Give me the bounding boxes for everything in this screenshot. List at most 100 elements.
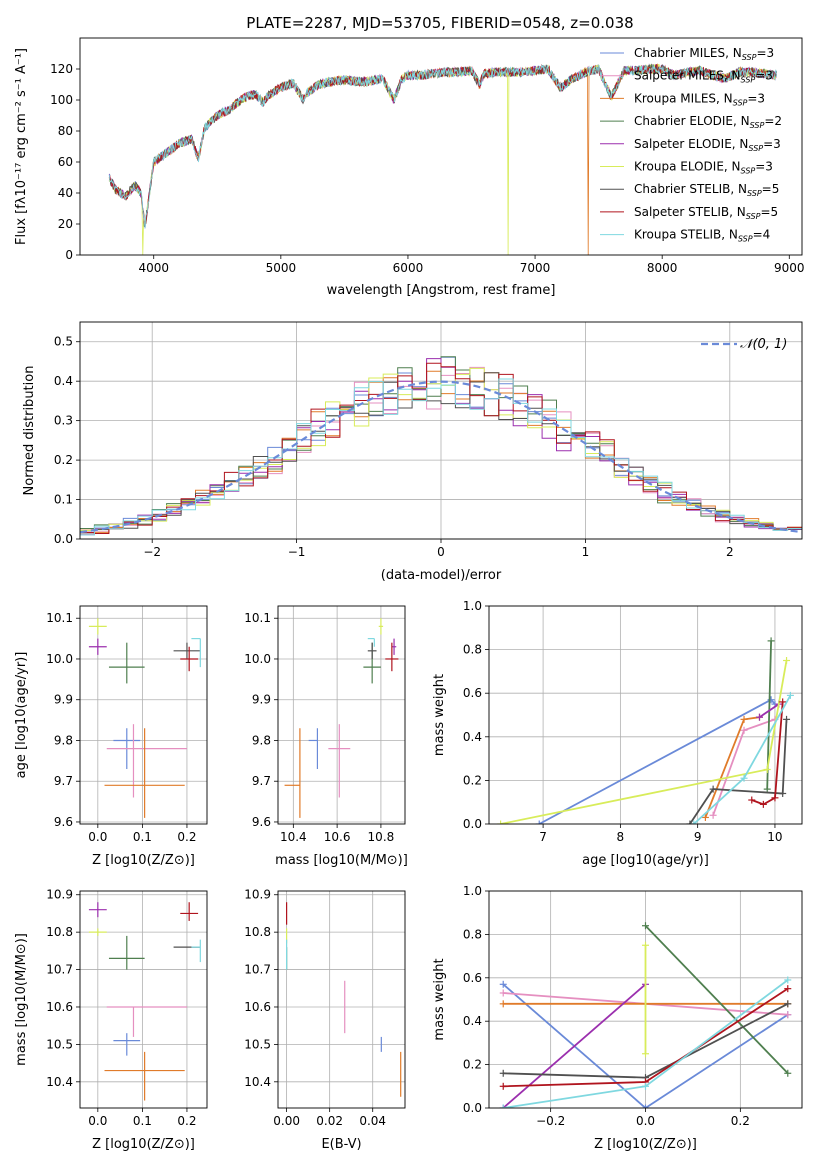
y-tick-label: 120	[50, 62, 73, 76]
axes-frame	[277, 890, 406, 1109]
x-tick-label: 10	[767, 830, 782, 844]
y-tick-label: 80	[58, 124, 73, 138]
weight-line	[644, 925, 789, 1074]
x-tick-label: 0.0	[88, 1114, 107, 1128]
y-tick-label: 10.9	[46, 888, 73, 902]
x-axis-label: Z [log10(Z/Z⊙)]	[92, 853, 195, 868]
legend-subscript: SSP	[746, 212, 761, 221]
x-tick-label: 0.2	[177, 1114, 196, 1128]
y-tick-label: 0.8	[463, 643, 482, 657]
legend-subscript: SSP	[748, 144, 763, 153]
legend-subscript: SSP	[747, 189, 762, 198]
x-tick-label: −0.2	[536, 1114, 565, 1128]
legend-label: Kroupa STELIB, NSSP=4	[634, 228, 770, 244]
y-tick-label: 10.7	[244, 963, 271, 977]
x-axis-label: E(B-V)	[321, 1137, 361, 1152]
axes-frame	[488, 605, 803, 825]
histogram-series	[80, 362, 802, 539]
x-tick-label: 9000	[774, 261, 805, 275]
y-tick-label: 10.5	[244, 1037, 271, 1051]
normal-curve	[80, 380, 802, 534]
y-tick-label: 1.0	[463, 884, 482, 898]
y-tick-label: 0.5	[54, 335, 73, 349]
y-tick-label: 10.6	[46, 1000, 73, 1014]
weight-line	[538, 698, 776, 824]
y-tick-label: 10.0	[244, 652, 271, 666]
x-tick-label: 2	[726, 545, 734, 559]
y-tick-label: 10.1	[46, 611, 73, 625]
legend-subscript: SSP	[738, 235, 753, 244]
legend-subscript: SSP	[733, 98, 748, 107]
x-tick-label: 6000	[393, 261, 424, 275]
legend-value: =4	[753, 228, 771, 242]
x-tick-label: 4000	[138, 261, 169, 275]
axes-frame	[79, 37, 803, 256]
mass-vs-extinction-panel: 0.00 0.02 0.04 10.4 10.5 10.6 10.7 10.8 10.9 E(B-…	[244, 888, 406, 1152]
x-tick-label: 8000	[647, 261, 678, 275]
x-tick-label: 0.2	[177, 830, 196, 844]
y-tick-label: 40	[58, 186, 73, 200]
spectrum-line	[108, 64, 777, 229]
figure-title: PLATE=2287, MJD=53705, FIBERID=0548, z=0…	[246, 14, 633, 32]
y-axis-label: Normed distribution	[22, 366, 37, 496]
weight-vs-age-panel: 7 8 9 10 0.0 0.2 0.4 0.6 0.8 1.0 age [log10(age/yr…	[432, 599, 803, 868]
x-tick-label: 5000	[266, 261, 297, 275]
y-tick-label: 9.8	[54, 733, 73, 747]
weight-line	[502, 983, 789, 1108]
y-tick-label: 9.7	[54, 774, 73, 788]
y-tick-label: 0.0	[463, 817, 482, 831]
x-tick-label: 0.02	[316, 1114, 343, 1128]
y-tick-label: 0.3	[54, 414, 73, 428]
weight-line	[758, 703, 780, 718]
x-tick-label: 0.0	[636, 1114, 655, 1128]
y-tick-label: 0.2	[463, 1058, 482, 1072]
legend-label: Chabrier STELIB, NSSP=5	[634, 182, 779, 198]
legend-value: =3	[755, 160, 773, 174]
y-tick-label: 9.6	[252, 815, 271, 829]
x-tick-label: 0.2	[731, 1114, 750, 1128]
weight-line	[712, 718, 776, 816]
legend-label: Chabrier ELODIE, NSSP=2	[634, 114, 782, 130]
legend-value: =3	[747, 91, 765, 105]
y-tick-label: 10.1	[244, 611, 271, 625]
y-tick-label: 1.0	[463, 599, 482, 613]
x-tick-label: 7	[539, 830, 547, 844]
y-tick-label: 0.8	[463, 927, 482, 941]
x-axis-label: wavelength [Angstrom, rest frame]	[327, 283, 556, 298]
legend-subscript: SSP	[741, 76, 756, 85]
y-tick-label: 10.5	[46, 1037, 73, 1051]
x-axis-label: Z [log10(Z/Z⊙)]	[594, 1137, 697, 1152]
x-tick-label: −1	[288, 545, 306, 559]
y-tick-label: 10.4	[46, 1075, 73, 1089]
y-tick-label: 9.6	[54, 815, 73, 829]
mass-vs-metallicity-panel: 0.0 0.1 0.2 10.4 10.5 10.6 10.7 10.8 10.9 Z [log1…	[14, 888, 208, 1152]
age-vs-mass-panel: 10.4 10.6 10.8 9.6 9.7 9.8 9.9 10.0 10.1 mass [lo…	[244, 605, 408, 868]
y-tick-label: 0.4	[54, 374, 73, 388]
spectrum-panel: 4000 5000 6000 7000 8000 9000 0 20 40 60 80 100 120 w…	[14, 37, 805, 298]
y-tick-label: 9.9	[252, 693, 271, 707]
x-tick-label: −2	[143, 545, 161, 559]
x-tick-label: 9	[694, 830, 702, 844]
y-tick-label: 0.4	[463, 1014, 482, 1028]
legend-value: =3	[763, 137, 781, 151]
y-tick-label: 0.6	[463, 971, 482, 985]
axes-frame	[79, 605, 208, 825]
x-tick-label: 0.0	[88, 830, 107, 844]
weight-line	[751, 701, 784, 806]
x-tick-label: 0.1	[133, 830, 152, 844]
y-tick-label: 0.0	[463, 1101, 482, 1115]
x-axis-label: Z [log10(Z/Z⊙)]	[92, 1137, 195, 1152]
legend-value: =3	[755, 69, 773, 83]
legend-subscript: SSP	[750, 121, 765, 130]
legend-label: Kroupa MILES, NSSP=3	[634, 91, 765, 107]
axes-frame	[277, 605, 406, 825]
y-tick-label: 20	[58, 217, 73, 231]
y-tick-label: 0.0	[54, 532, 73, 546]
x-tick-label: 8	[617, 830, 625, 844]
legend-label: Kroupa ELODIE, NSSP=3	[634, 160, 773, 176]
axes-frame	[488, 890, 803, 1109]
y-tick-label: 100	[50, 93, 73, 107]
y-tick-label: 10.4	[244, 1075, 271, 1089]
y-tick-label: 10.0	[46, 652, 73, 666]
